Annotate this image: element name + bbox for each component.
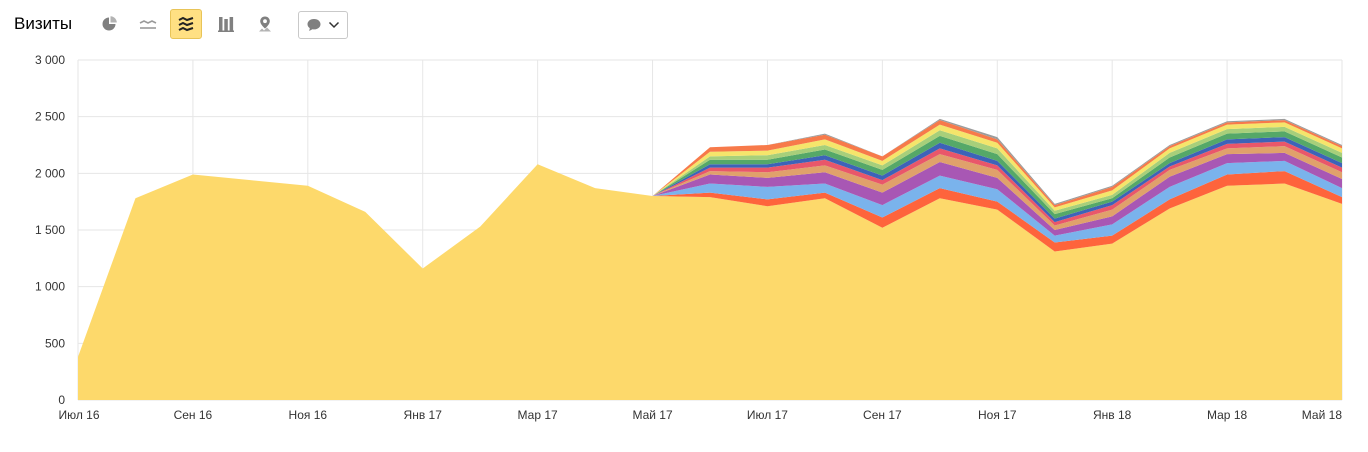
- comment-icon: [307, 19, 321, 31]
- x-tick-label: Июл 17: [747, 408, 788, 422]
- y-tick-label: 1 000: [35, 280, 65, 294]
- chart-toolbar: Визиты: [0, 0, 1368, 50]
- x-tick-label: Сен 16: [174, 408, 213, 422]
- x-tick-label: Ноя 16: [289, 408, 328, 422]
- series-area-1: [78, 164, 1342, 400]
- y-tick-label: 1 500: [35, 223, 65, 237]
- series-area-7: [78, 137, 1342, 357]
- x-tick-label: Май 17: [632, 408, 673, 422]
- series-area-2: [78, 164, 1342, 357]
- x-tick-label: Июл 16: [58, 408, 99, 422]
- x-tick-label: Сен 17: [863, 408, 902, 422]
- y-axis-ticks: 0 500 1 000 1 500 2 000 2 500 3 000: [35, 53, 65, 407]
- annotations-dropdown[interactable]: [298, 11, 348, 39]
- bar-chart-button[interactable]: [210, 9, 242, 39]
- chevron-down-icon: [328, 21, 340, 29]
- x-tick-label: Мар 18: [1207, 408, 1247, 422]
- line-chart-icon: [139, 20, 157, 29]
- map-icon: [259, 16, 271, 32]
- y-tick-label: 3 000: [35, 53, 65, 67]
- pie-chart-icon: [102, 16, 117, 31]
- line-chart-button[interactable]: [132, 9, 164, 39]
- y-tick-label: 0: [58, 393, 65, 407]
- visits-stacked-area-chart: 0 500 1 000 1 500 2 000 2 500 3 000 Июл 16 Сен …: [35, 53, 1343, 422]
- area-chart-button[interactable]: [170, 9, 202, 39]
- series-areas: [78, 118, 1342, 400]
- series-area-5: [78, 146, 1342, 357]
- x-tick-label: Янв 17: [404, 408, 443, 422]
- x-tick-label: Ноя 17: [978, 408, 1017, 422]
- pie-chart-button[interactable]: [93, 9, 125, 39]
- x-axis-ticks: Июл 16 Сен 16 Ноя 16 Янв 17 Мар 17 Май 17 Июл …: [58, 408, 1342, 422]
- series-area-8: [78, 131, 1342, 357]
- x-tick-label: Мар 17: [518, 408, 558, 422]
- area-chart-icon: [178, 16, 194, 32]
- x-tick-label: Янв 18: [1093, 408, 1132, 422]
- chart-title: Визиты: [14, 14, 73, 33]
- y-tick-label: 2 500: [35, 110, 65, 124]
- series-area-6: [78, 141, 1342, 357]
- y-tick-label: 500: [45, 336, 65, 350]
- x-tick-label: Май 18: [1302, 408, 1343, 422]
- y-tick-label: 2 000: [35, 166, 65, 180]
- bar-chart-icon: [218, 17, 234, 32]
- map-button[interactable]: [249, 9, 281, 39]
